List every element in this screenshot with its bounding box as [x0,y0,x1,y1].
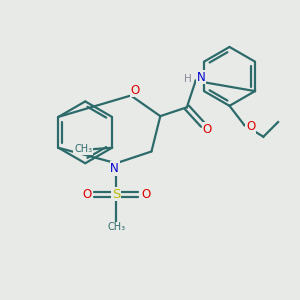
Text: O: O [203,123,212,136]
Text: O: O [246,120,255,133]
Text: O: O [82,188,91,201]
Text: N: N [196,71,205,84]
Text: CH₃: CH₃ [74,144,92,154]
Text: S: S [112,188,120,201]
Text: O: O [131,84,140,97]
Text: H: H [184,74,191,84]
Text: CH₃: CH₃ [107,222,125,232]
Text: O: O [141,188,150,201]
Text: N: N [110,162,119,175]
